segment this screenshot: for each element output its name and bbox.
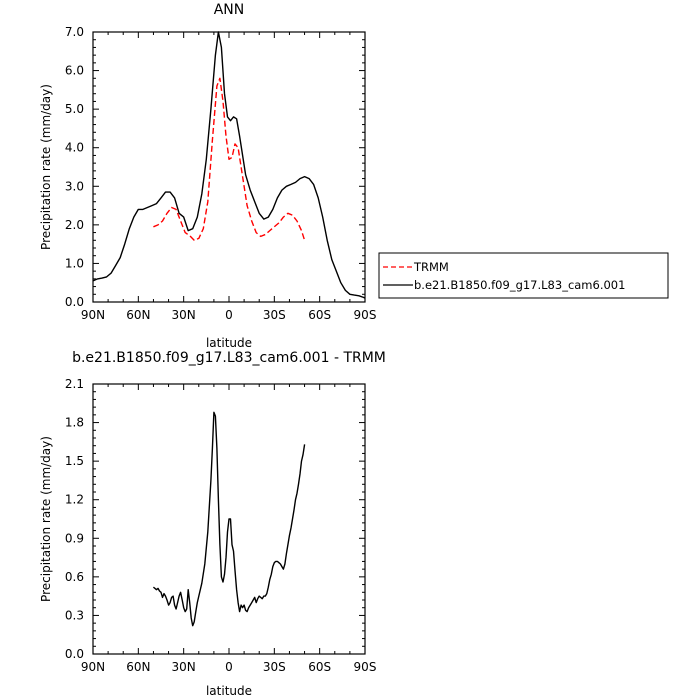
- bottom-y-tick-label: 0.9: [65, 531, 84, 545]
- top-y-tick-label: 6.0: [65, 64, 84, 78]
- legend-label-model: b.e21.B1850.f09_g17.L83_cam6.001: [414, 278, 625, 292]
- top-series-line-b-e21-b1850-f09-g17-l83-cam6-001: [92, 31, 366, 299]
- top-ticks: 90N 60N 30N 0 30S 60S 90S 0.0 1.0 2.0 3.0 4.0 5.0 6.0…: [65, 25, 377, 322]
- bottom-y-tick-label: 0.6: [65, 570, 84, 584]
- top-x-tick-label: 0: [225, 308, 233, 322]
- bottom-y-axis-label: Precipitation rate (mm/day): [39, 436, 53, 602]
- bottom-x-tick-label: 30S: [263, 660, 286, 674]
- top-plot-frame: [92, 31, 366, 303]
- bottom-series-line-0: [152, 411, 306, 627]
- top-series: [92, 31, 366, 299]
- top-y-tick-label: 5.0: [65, 102, 84, 116]
- bottom-x-tick-label: 0: [225, 660, 233, 674]
- bottom-x-tick-label: 90N: [81, 660, 105, 674]
- bottom-x-tick-label: 60S: [308, 660, 331, 674]
- bottom-y-tick-label: 0.3: [65, 608, 84, 622]
- top-x-tick-label: 90N: [81, 308, 105, 322]
- legend-label-trmm: TRMM: [413, 260, 449, 274]
- bottom-x-tick-label: 60N: [126, 660, 150, 674]
- bottom-chart-title: b.e21.B1850.f09_g17.L83_cam6.001 - TRMM: [72, 350, 386, 366]
- bottom-y-tick-label: 0.0: [65, 647, 84, 661]
- bottom-y-tick-label: 1.2: [65, 493, 84, 507]
- top-chart: ANN 90N 60N 30N 0 30S 60S 90S 0.0 1.0 2.0 3.0 4.0 5.…: [39, 2, 376, 350]
- bottom-y-tick-label: 2.1: [65, 377, 84, 391]
- top-series-line-trmm: [153, 77, 306, 242]
- top-x-tick-label: 30S: [263, 308, 286, 322]
- bottom-ticks: 90N 60N 30N 0 30S 60S 90S 0.0 0.3 0.6 0.9 1.2 1.5 1.8…: [65, 377, 377, 674]
- top-x-tick-label: 90S: [354, 308, 377, 322]
- legend-box: [378, 252, 669, 299]
- bottom-x-axis-label: latitude: [206, 684, 252, 698]
- top-x-tick-label: 30N: [172, 308, 196, 322]
- bottom-y-tick-label: 1.5: [65, 454, 84, 468]
- top-x-tick-label: 60N: [126, 308, 150, 322]
- bottom-x-tick-label: 30N: [172, 660, 196, 674]
- top-x-tick-label: 60S: [308, 308, 331, 322]
- top-y-tick-label: 1.0: [65, 256, 84, 270]
- top-chart-title: ANN: [214, 2, 245, 18]
- top-y-tick-label: 0.0: [65, 295, 84, 309]
- top-y-tick-label: 3.0: [65, 179, 84, 193]
- top-x-axis-label: latitude: [206, 336, 252, 350]
- legend: TRMM b.e21.B1850.f09_g17.L83_cam6.001: [378, 252, 669, 299]
- bottom-x-tick-label: 90S: [354, 660, 377, 674]
- bottom-series: [152, 411, 306, 627]
- top-y-tick-label: 7.0: [65, 25, 84, 39]
- top-y-tick-label: 2.0: [65, 218, 84, 232]
- bottom-y-tick-label: 1.8: [65, 416, 84, 430]
- top-y-tick-label: 4.0: [65, 141, 84, 155]
- bottom-chart: b.e21.B1850.f09_g17.L83_cam6.001 - TRMM …: [39, 350, 386, 698]
- top-y-axis-label: Precipitation rate (mm/day): [39, 84, 53, 250]
